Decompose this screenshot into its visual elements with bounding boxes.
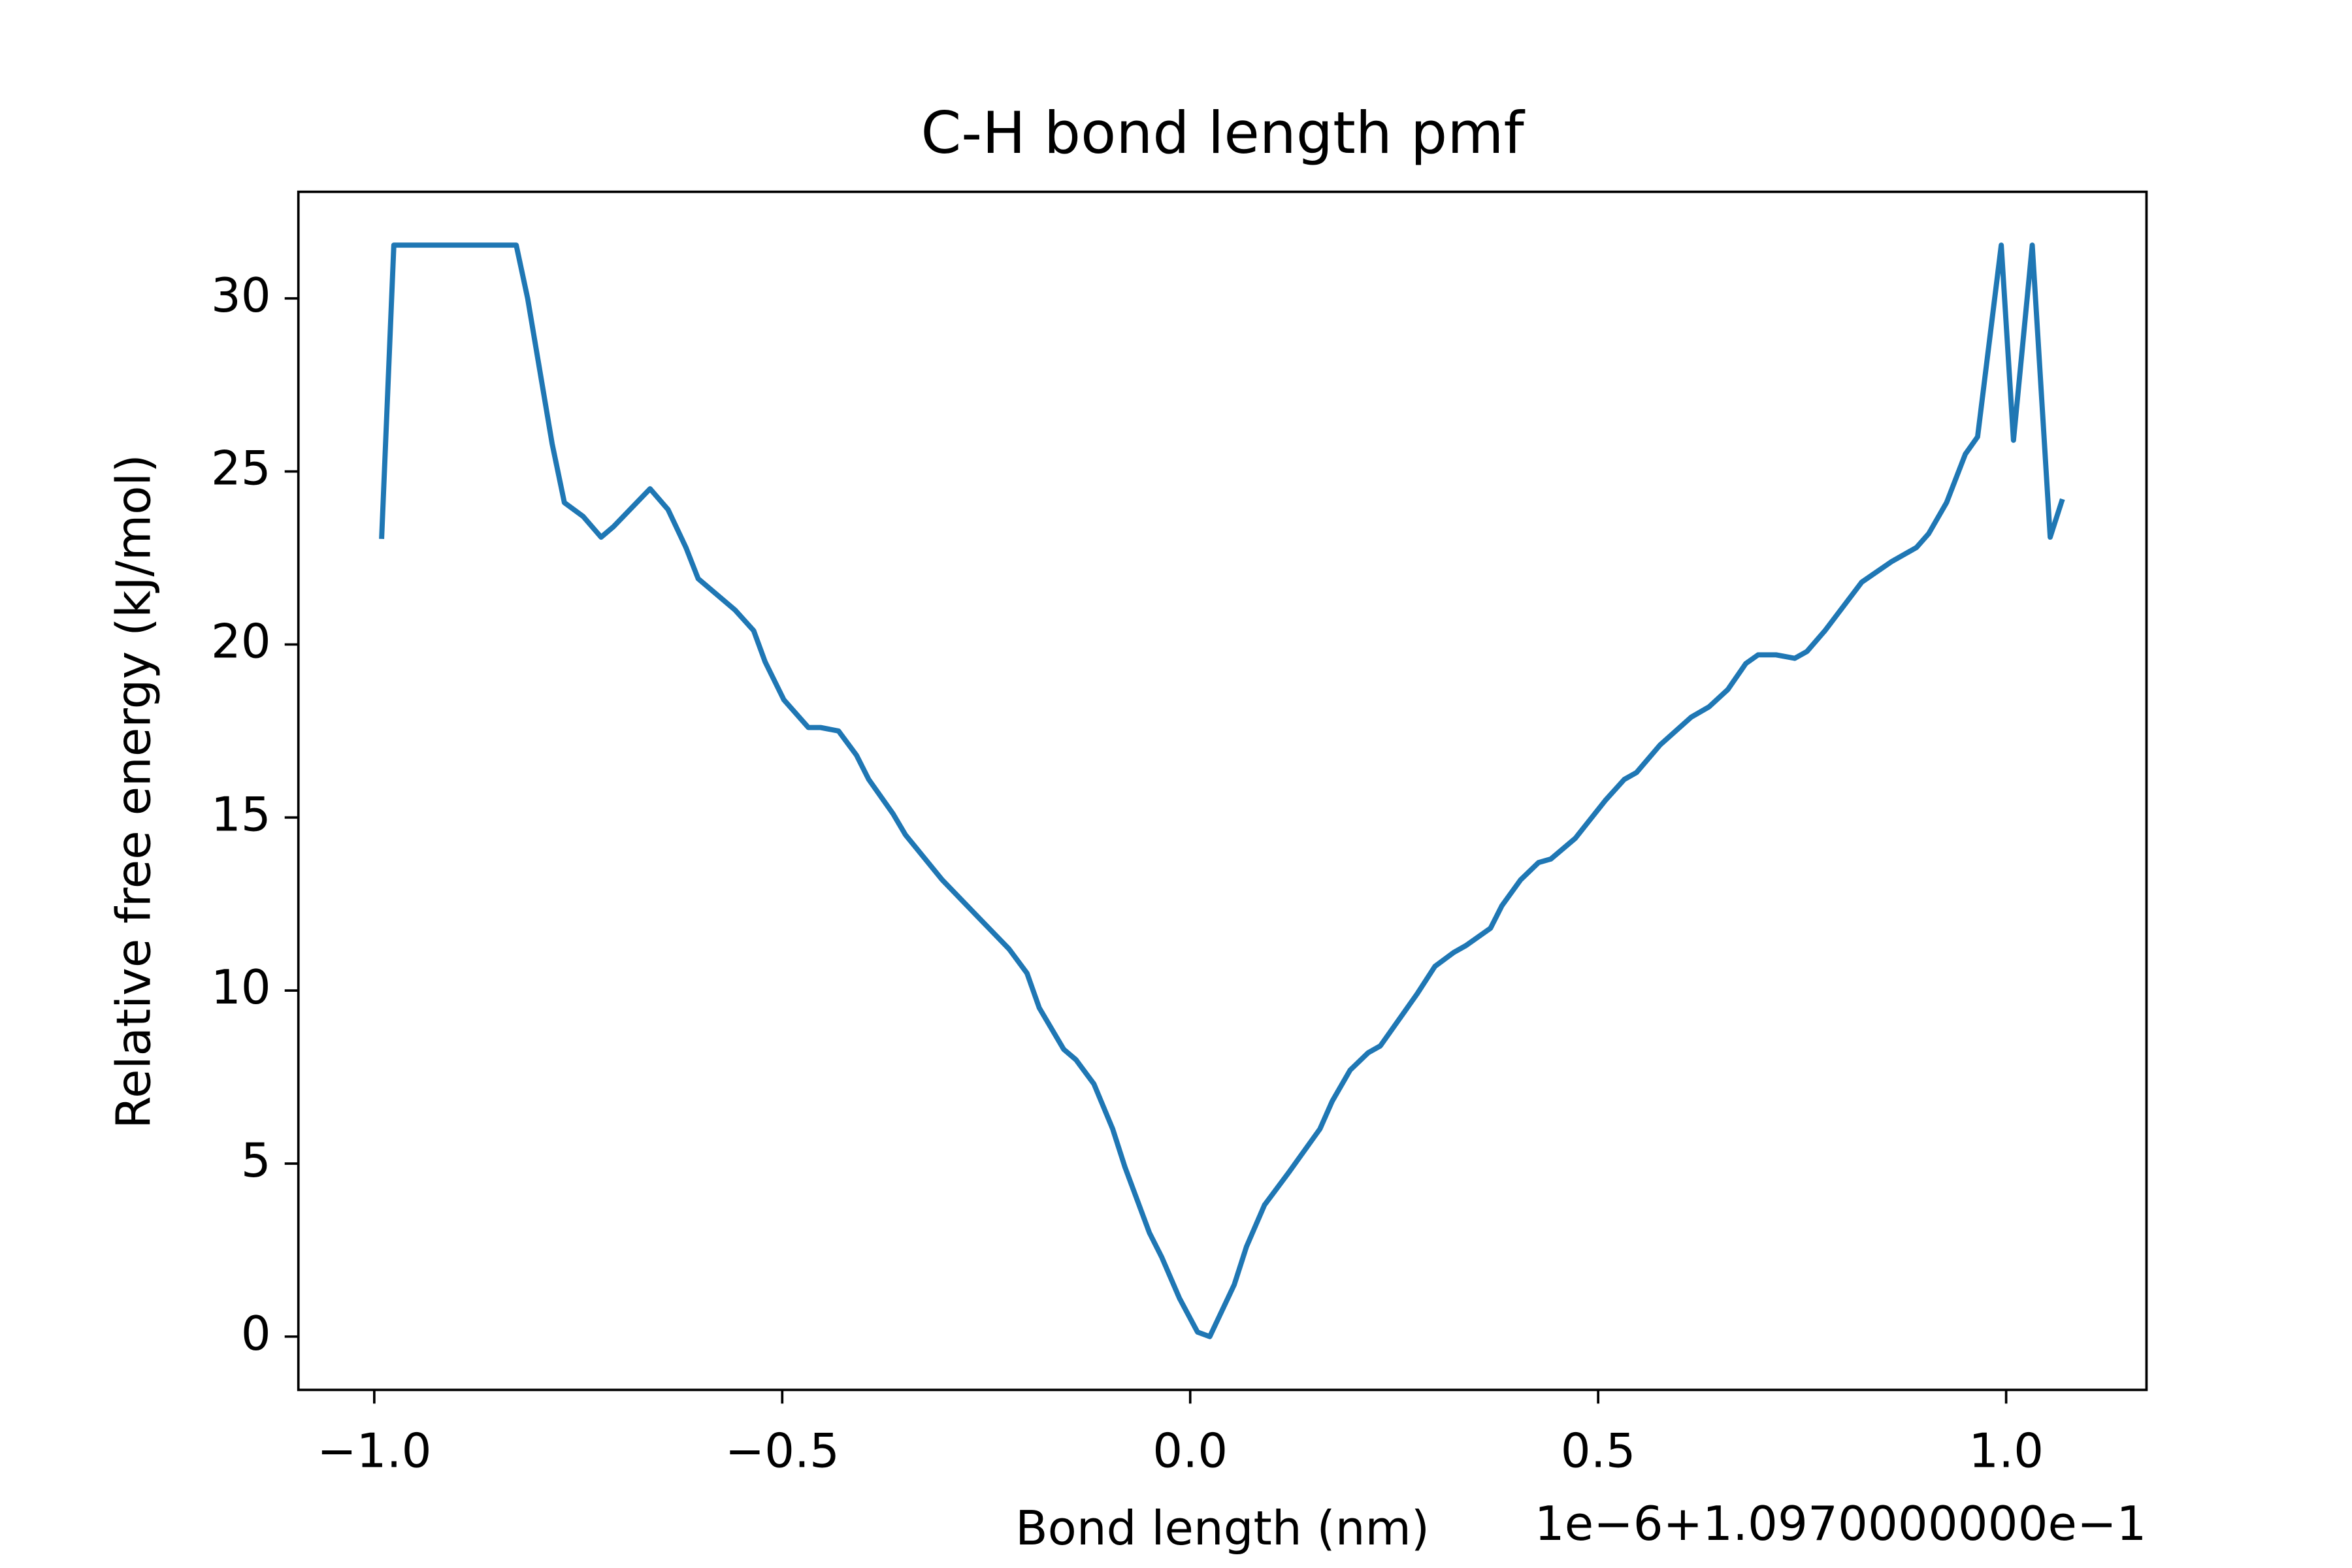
y-tick-label: 20 [211,614,271,669]
y-tick-label: 0 [241,1307,271,1362]
y-axis-label: Relative free energy (kJ/mol) [107,454,162,1129]
y-tick-label: 10 [211,960,271,1015]
x-tick-label: 0.5 [1561,1424,1636,1478]
plot-frame [297,190,2148,1392]
x-tick-label: −0.5 [725,1424,840,1478]
x-tick-label: 1.0 [1968,1424,2044,1478]
x-tick-label: 0.0 [1152,1424,1228,1478]
x-axis-label: Bond length (nm) [1015,1501,1429,1556]
x-tick-label: −1.0 [317,1424,431,1478]
y-tick-label: 5 [241,1134,271,1188]
data-line [379,242,2065,1339]
x-offset-label: 1e−6+1.0970000000e−1 [1535,1497,2147,1552]
y-tick-label: 30 [211,269,271,323]
y-tick-label: 25 [211,442,271,497]
y-tick-label: 15 [211,787,271,842]
chart-title: C-H bond length pmf [921,99,1525,167]
